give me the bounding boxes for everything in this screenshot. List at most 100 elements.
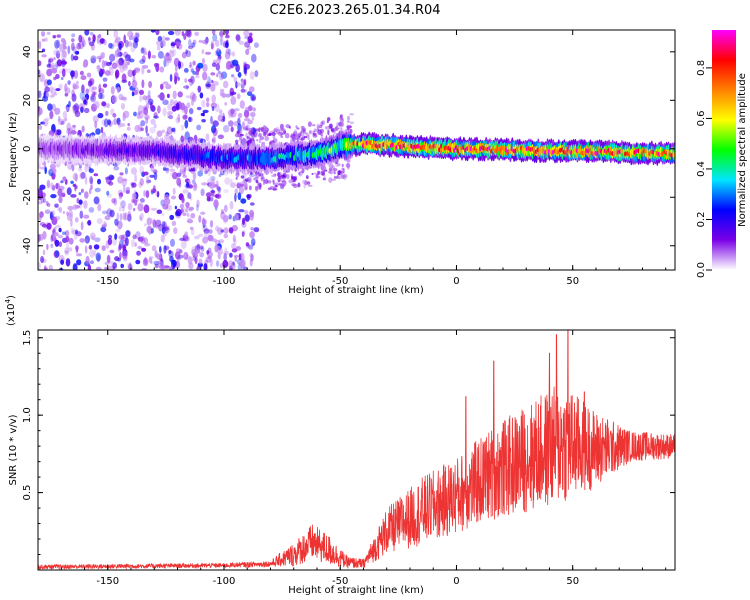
- spectrogram-noise-cell: [192, 39, 197, 45]
- spectrogram-noise-cell: [249, 138, 252, 144]
- spectrogram-noise-cell: [192, 171, 197, 180]
- spectrogram-noise-cell: [41, 54, 47, 58]
- spectrogram-noise-cell: [60, 50, 67, 60]
- spectrogram-noise-cell: [346, 127, 350, 131]
- spectrogram-noise-cell: [225, 34, 230, 39]
- spectrogram-noise-cell: [195, 251, 198, 259]
- spectrogram-noise-cell: [162, 81, 169, 85]
- spectrogram-noise-cell: [114, 38, 119, 44]
- y-tick-label: 40: [22, 45, 33, 58]
- spectrogram-noise-cell: [121, 103, 125, 110]
- spectrogram-noise-cell: [140, 47, 145, 54]
- spectrogram-noise-cell: [85, 88, 90, 95]
- spectrogram-noise-cell: [132, 234, 137, 240]
- spectrogram-noise-cell: [101, 119, 107, 126]
- spectrogram-noise-cell: [196, 204, 199, 212]
- spectrogram-noise-cell: [342, 174, 347, 180]
- spectrogram-noise-cell: [300, 131, 303, 134]
- spectrogram-noise-cell: [119, 251, 122, 260]
- spectrogram-noise-cell: [72, 183, 76, 187]
- x-tick-label: -150: [96, 576, 119, 587]
- spectrogram-noise-cell: [163, 197, 171, 206]
- spectrogram-noise-cell: [246, 194, 251, 200]
- spectrogram-noise-cell: [150, 207, 157, 211]
- spectrogram-noise-cell: [106, 190, 110, 196]
- spectrogram-noise-cell: [202, 236, 209, 244]
- spectrogram-noise-cell: [78, 103, 85, 111]
- spectrogram-noise-cell: [99, 73, 103, 78]
- spectrogram-noise-cell: [200, 112, 205, 117]
- spectrogram-noise-cell: [233, 108, 240, 112]
- spectrogram-noise-cell: [218, 239, 225, 244]
- spectrogram-noise-cell: [258, 182, 262, 188]
- spectrogram-noise-cell: [161, 129, 166, 133]
- spectrogram-noise-cell: [139, 94, 143, 102]
- spectrogram-noise-cell: [139, 89, 144, 96]
- spectrogram-noise-cell: [220, 71, 228, 79]
- spectrogram-noise-cell: [119, 65, 125, 73]
- spectrogram-noise-cell: [39, 166, 46, 170]
- spectrogram-noise-cell: [153, 123, 157, 129]
- spectrogram-noise-cell: [148, 255, 154, 260]
- spectrogram-noise-cell: [73, 55, 79, 61]
- spectrogram-noise-cell: [146, 69, 151, 73]
- spectrogram-noise-cell: [145, 175, 150, 185]
- spectrogram-noise-cell: [112, 113, 117, 118]
- spectrogram-noise-cell: [161, 212, 165, 217]
- spectrogram-noise-cell: [156, 191, 160, 198]
- spectrogram-noise-cell: [241, 231, 245, 237]
- spectrogram-noise-cell: [72, 82, 77, 90]
- spectrogram-noise-cell: [93, 244, 100, 250]
- spectrogram-noise-cell: [55, 224, 61, 229]
- spectrogram-noise-cell: [136, 250, 142, 256]
- spectrogram-noise-cell: [321, 120, 326, 125]
- spectrogram-noise-cell: [306, 181, 311, 185]
- spectrogram-noise-cell: [76, 259, 82, 266]
- spectrogram-noise-cell: [116, 117, 121, 126]
- spectrogram-noise-cell: [169, 49, 175, 54]
- spectrogram-noise-cell: [122, 110, 130, 119]
- spectrogram-noise-cell: [271, 131, 276, 136]
- spectrogram-noise-cell: [242, 178, 248, 182]
- spectrogram-noise-cell: [274, 173, 277, 177]
- spectrogram-noise-cell: [228, 110, 232, 119]
- spectrogram-noise-cell: [211, 30, 216, 36]
- spectrogram-noise-cell: [229, 178, 233, 183]
- spectrogram-noise-cell: [174, 211, 180, 217]
- spectrogram-noise-cell: [58, 196, 63, 204]
- spectrogram-noise-cell: [234, 188, 239, 195]
- spectrogram-noise-cell: [328, 177, 333, 184]
- spectrogram-noise-cell: [155, 63, 160, 72]
- spectrogram-noise-cell: [48, 130, 55, 137]
- spectrogram-noise-cell: [84, 245, 88, 254]
- spectrogram-noise-cell: [125, 230, 131, 238]
- spectrogram-noise-cell: [162, 99, 169, 106]
- spectrogram-noise-cell: [175, 117, 181, 124]
- spectrogram-noise-cell: [173, 227, 178, 235]
- spectrogram-noise-cell: [246, 45, 252, 51]
- spectrogram-noise-cell: [165, 131, 169, 136]
- spectrogram-noise-cell: [201, 99, 206, 108]
- spectrogram-noise-cell: [183, 251, 189, 260]
- spectrogram-noise-cell: [347, 115, 350, 121]
- spectrogram-noise-cell: [205, 133, 210, 142]
- spectrogram-noise-cell: [70, 130, 77, 135]
- spectrogram-noise-cell: [217, 70, 221, 75]
- snr-y-multiplier-exponent: 4: [4, 298, 12, 303]
- spectrogram-noise-cell: [157, 260, 164, 266]
- spectrogram-noise-cell: [187, 256, 193, 265]
- spectrogram-noise-cell: [165, 167, 170, 174]
- spectrogram-noise-cell: [124, 39, 129, 48]
- spectrogram-noise-cell: [202, 63, 208, 72]
- spectrogram-noise-cell: [187, 217, 192, 223]
- spectrogram-noise-cell: [80, 72, 85, 77]
- spectrogram-noise-cell: [67, 161, 73, 170]
- spectrogram-noise-cell: [234, 213, 239, 221]
- spectrogram-noise-cell: [152, 219, 157, 228]
- spectrogram-noise-cell: [139, 198, 145, 203]
- spectrogram-noise-cell: [272, 187, 276, 191]
- spectrogram-noise-cell: [256, 139, 259, 142]
- spectrogram-noise-cell: [200, 211, 206, 215]
- spectrogram-noise-cell: [62, 118, 66, 124]
- spectrogram-noise-cell: [177, 113, 181, 123]
